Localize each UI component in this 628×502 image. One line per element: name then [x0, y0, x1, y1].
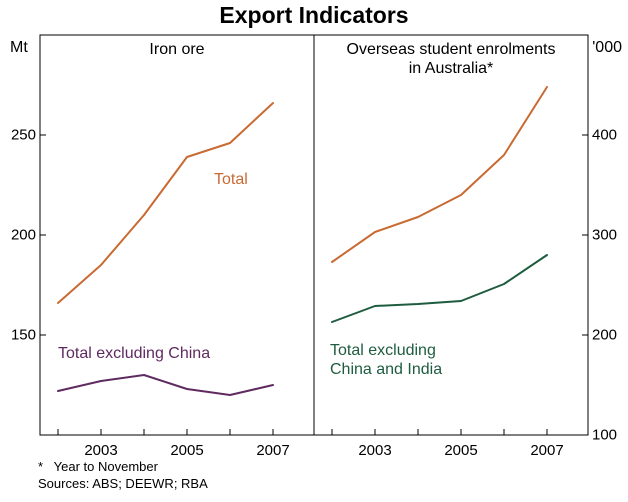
x-tick-label: 2007 [256, 442, 290, 459]
series-label-total-excluding-china: Total excluding China [58, 345, 211, 362]
series-label-total: Total [214, 171, 248, 188]
y-tick-label-right: 200 [592, 326, 618, 344]
footnote-year-to-november: * Year to November [38, 459, 158, 474]
y-tick-label-right: 300 [592, 226, 618, 244]
left-axis-unit-label: Mt [10, 39, 28, 56]
chart-title: Export Indicators [219, 2, 409, 28]
x-tick-label: 2003 [358, 442, 392, 459]
footnote-sources: Sources: ABS; DEEWR; RBA [38, 476, 208, 491]
y-tick-label-left: 150 [10, 326, 36, 344]
x-tick-label: 2005 [170, 442, 204, 459]
x-tick-label: 2003 [84, 442, 118, 459]
panel-title-enrolments-line1: Overseas student enrolments [346, 41, 556, 58]
y-tick-label-left: 200 [10, 226, 36, 244]
panel-title-enrolments-line2: in Australia* [408, 60, 494, 77]
x-tick-label: 2007 [530, 442, 564, 459]
series-label-total-excl-china-india-line1: Total excluding [330, 342, 436, 359]
y-tick-label-right: 400 [592, 126, 618, 144]
series-label-total-excl-china-india-line2: China and India [330, 361, 443, 378]
y-tick-label-left: 250 [10, 126, 36, 144]
panel-title-iron-ore: Iron ore [149, 41, 205, 58]
right-axis-unit-label: '000 [592, 39, 622, 56]
x-tick-label: 2005 [444, 442, 478, 459]
y-tick-label-right: 100 [592, 426, 618, 444]
